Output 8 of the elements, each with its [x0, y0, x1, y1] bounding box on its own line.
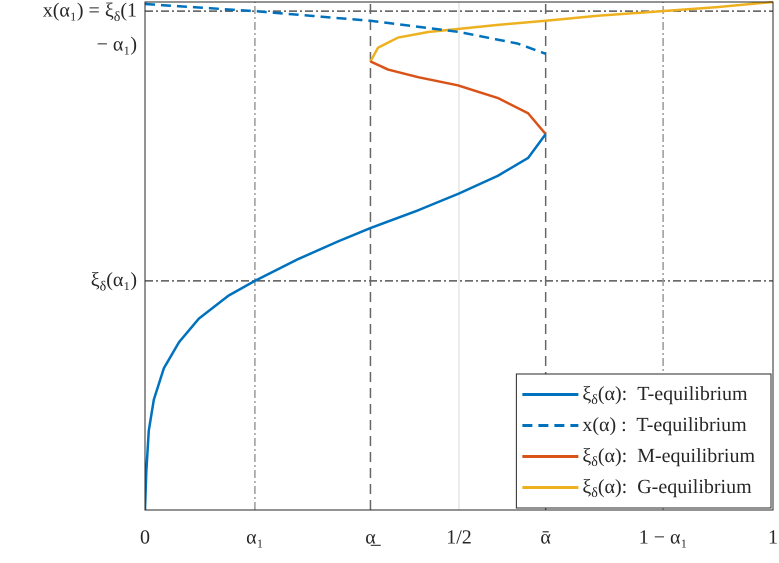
x-tick-label: 0 [140, 526, 150, 548]
x-tick-label: 1 − α₁ [638, 526, 688, 548]
x-tick-label: 1/2 [446, 526, 472, 548]
x-tick-label: 1 [768, 526, 778, 548]
x-tick-label: ᾱ [540, 526, 552, 548]
x-tick-label: α̲ [365, 526, 382, 548]
x-tick-label: α₁ [246, 526, 264, 548]
legend-label: x(α) : T-equilibrium [582, 414, 748, 436]
